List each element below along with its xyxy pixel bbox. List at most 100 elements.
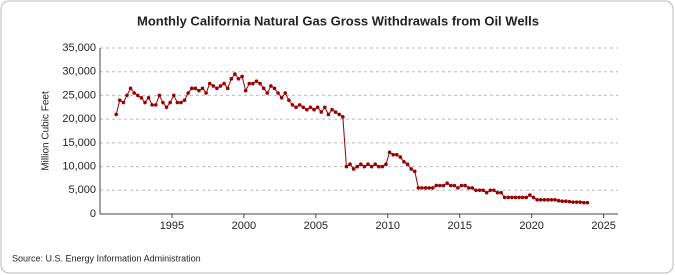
data-point bbox=[153, 103, 158, 107]
data-point bbox=[481, 188, 485, 193]
data-point bbox=[355, 164, 360, 169]
data-point bbox=[287, 98, 291, 102]
y-tick-label: 25,000 bbox=[62, 89, 96, 101]
data-point bbox=[484, 190, 489, 195]
data-point bbox=[430, 186, 435, 190]
data-point bbox=[233, 72, 237, 76]
x-tick-label: 2020 bbox=[519, 220, 543, 232]
data-point bbox=[477, 188, 482, 193]
data-point bbox=[269, 84, 273, 88]
data-point bbox=[305, 107, 309, 112]
x-tick-label: 2005 bbox=[304, 220, 328, 232]
data-point bbox=[405, 162, 410, 166]
data-point bbox=[502, 195, 507, 200]
data-point bbox=[538, 197, 543, 202]
data-point bbox=[254, 79, 259, 83]
data-point bbox=[452, 183, 457, 188]
data-point bbox=[150, 103, 154, 107]
data-point bbox=[499, 190, 503, 195]
data-point bbox=[506, 195, 511, 200]
data-point bbox=[276, 91, 280, 95]
data-point bbox=[524, 195, 529, 200]
data-point bbox=[531, 195, 536, 200]
data-point bbox=[376, 164, 381, 169]
data-point bbox=[362, 164, 367, 169]
data-point bbox=[470, 186, 475, 190]
data-point bbox=[312, 107, 316, 112]
data-point bbox=[384, 162, 388, 166]
chart-title: Monthly California Natural Gas Gross Wit… bbox=[137, 13, 539, 28]
data-point bbox=[520, 195, 525, 200]
data-point bbox=[143, 100, 147, 105]
data-point bbox=[132, 91, 136, 95]
data-point bbox=[272, 86, 277, 91]
data-point bbox=[535, 197, 539, 202]
x-tick-label: 2000 bbox=[232, 220, 256, 232]
data-point bbox=[121, 100, 126, 105]
data-point bbox=[247, 81, 252, 86]
data-point bbox=[222, 81, 226, 86]
data-point bbox=[351, 167, 356, 171]
data-point bbox=[488, 188, 493, 193]
data-point bbox=[585, 200, 590, 205]
data-point bbox=[211, 84, 216, 88]
data-point bbox=[474, 188, 478, 193]
data-point bbox=[409, 167, 413, 171]
data-point bbox=[495, 190, 500, 195]
data-point bbox=[358, 162, 363, 166]
data-point bbox=[445, 181, 449, 185]
data-point bbox=[438, 183, 442, 188]
data-point bbox=[157, 93, 162, 98]
data-point bbox=[373, 162, 377, 166]
data-point bbox=[348, 162, 352, 166]
data-point bbox=[546, 197, 550, 202]
data-point bbox=[297, 103, 302, 107]
data-point bbox=[333, 110, 338, 114]
data-point bbox=[513, 195, 518, 200]
data-point bbox=[416, 186, 421, 190]
data-point bbox=[171, 93, 176, 98]
data-point bbox=[463, 183, 467, 188]
data-point bbox=[197, 88, 201, 93]
data-point bbox=[294, 105, 298, 110]
y-tick-label: 10,000 bbox=[62, 160, 96, 172]
data-point bbox=[182, 98, 187, 102]
data-point bbox=[560, 199, 565, 203]
data-point bbox=[510, 195, 514, 200]
data-point bbox=[582, 200, 586, 205]
data-point bbox=[146, 96, 151, 100]
data-point bbox=[578, 200, 583, 204]
data-point bbox=[402, 160, 406, 164]
data-point bbox=[459, 183, 464, 188]
data-point bbox=[164, 105, 169, 110]
data-point bbox=[337, 112, 342, 117]
data-point bbox=[542, 197, 547, 202]
data-point bbox=[448, 183, 453, 188]
data-point bbox=[175, 100, 180, 105]
x-tick-label: 2025 bbox=[591, 220, 615, 232]
data-point bbox=[161, 100, 165, 105]
data-point bbox=[218, 84, 223, 88]
data-point bbox=[243, 88, 248, 93]
data-point bbox=[240, 74, 244, 79]
data-point bbox=[204, 91, 208, 95]
x-tick-label: 2015 bbox=[447, 220, 471, 232]
data-point bbox=[341, 114, 345, 119]
data-point bbox=[330, 107, 334, 112]
data-point bbox=[380, 164, 385, 169]
data-point bbox=[135, 93, 140, 98]
data-point bbox=[456, 186, 460, 190]
data-point bbox=[139, 96, 144, 100]
x-tick-label: 2010 bbox=[376, 220, 400, 232]
data-point bbox=[225, 86, 230, 91]
data-point bbox=[215, 86, 219, 91]
data-point bbox=[207, 81, 212, 86]
x-tick-label: 1995 bbox=[160, 220, 184, 232]
y-axis-label: Million Cubic Feet bbox=[41, 91, 52, 171]
data-point bbox=[315, 105, 320, 110]
y-tick-label: 20,000 bbox=[62, 113, 96, 125]
y-tick-label: 35,000 bbox=[62, 42, 96, 54]
data-point bbox=[394, 152, 399, 157]
